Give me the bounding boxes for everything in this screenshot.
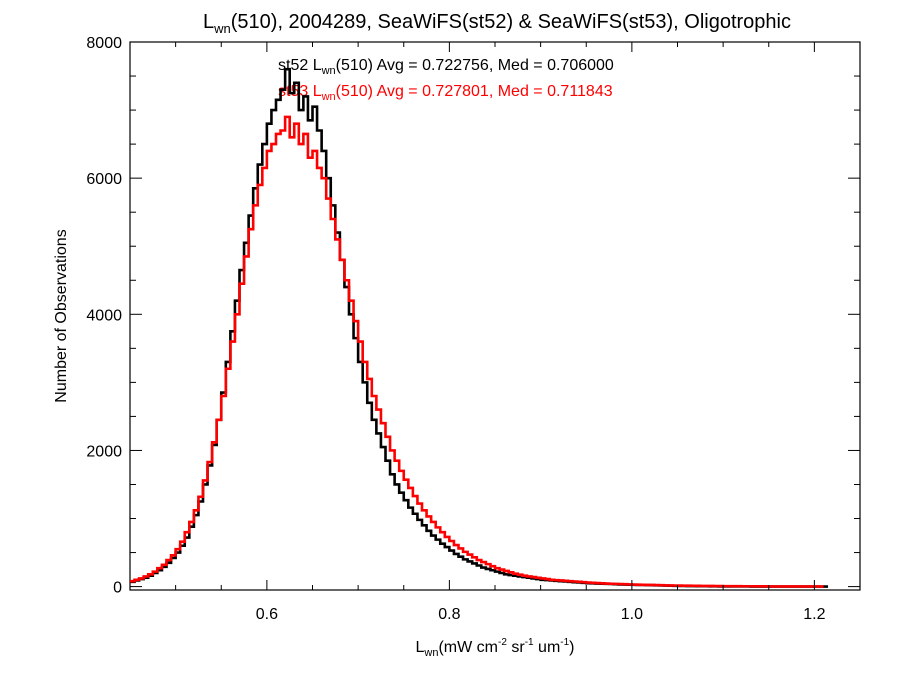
plot-frame	[129, 41, 861, 591]
x-tick-label: 0.6	[256, 606, 278, 623]
y-tick-label: 2000	[86, 443, 122, 460]
x-tick-label: 1.2	[803, 606, 825, 623]
y-tick-label: 8000	[86, 35, 122, 52]
y-tick-label: 6000	[86, 171, 122, 188]
chart-title: Lwn(510), 2004289, SeaWiFS(st52) & SeaWi…	[203, 11, 791, 36]
y-axis-label: Number of Observations	[53, 229, 70, 402]
x-tick-label: 1.0	[621, 606, 643, 623]
series-annotation-st52: st52 Lwn(510) Avg = 0.722756, Med = 0.70…	[278, 57, 614, 77]
series-layer	[130, 67, 829, 588]
y-axis: 0 2000 4000 6000 8000	[86, 35, 860, 597]
x-axis: 0.6 0.8 1.0 1.2	[129, 42, 861, 623]
x-tick-label: 0.8	[438, 606, 460, 623]
x-axis-label: Lwn(mW cm-2 sr-1 um-1)	[416, 637, 575, 659]
y-tick-label: 0	[113, 580, 122, 597]
series-annotation-st53: st53 Lwn(510) Avg = 0.727801, Med = 0.71…	[278, 83, 613, 103]
y-tick-label: 4000	[86, 307, 122, 324]
series-line-st53	[130, 115, 824, 588]
